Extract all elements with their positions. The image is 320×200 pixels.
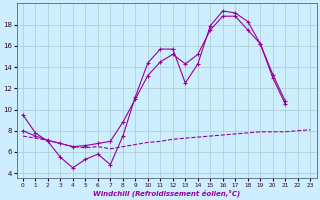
X-axis label: Windchill (Refroidissement éolien,°C): Windchill (Refroidissement éolien,°C): [93, 189, 240, 197]
